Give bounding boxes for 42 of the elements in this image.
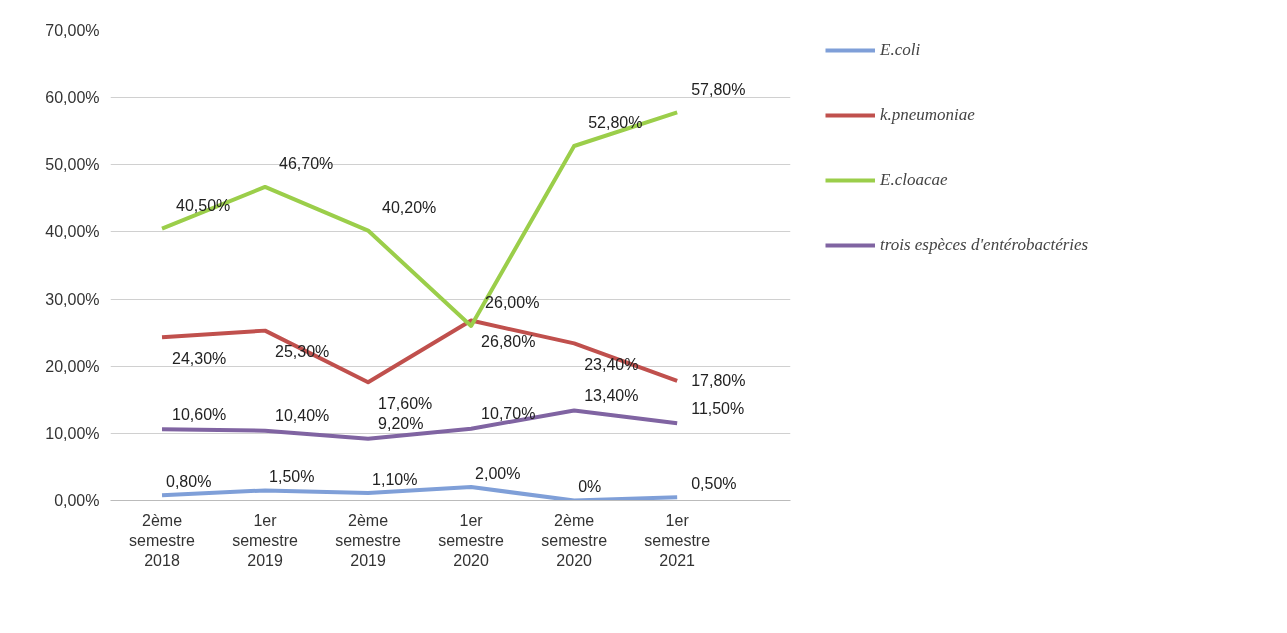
data-label: 57,80% (691, 80, 746, 98)
y-tick-label: 40,00% (45, 223, 100, 241)
x-tick-label: 1er semestre 2021 (644, 511, 711, 570)
data-label: 11,50% (691, 399, 745, 417)
data-label: 0% (578, 478, 602, 495)
data-label: 10,40% (275, 407, 330, 425)
data-label: 0,80% (166, 472, 212, 490)
data-label: 17,80% (691, 372, 746, 390)
data-label: 9,20% (378, 415, 424, 433)
legend-label: E.coli (880, 40, 921, 60)
data-label: 26,80% (481, 333, 536, 351)
y-tick-label: 60,00% (45, 89, 100, 107)
data-label: 1,50% (269, 467, 315, 485)
y-tick-label: 0,00% (54, 492, 100, 509)
y-tick-label: 10,00% (45, 424, 100, 442)
line-series (160, 318, 680, 385)
line-series (160, 110, 680, 328)
data-label: 10,70% (481, 405, 536, 423)
data-label: 23,40% (584, 355, 639, 373)
y-tick-label: 20,00% (45, 357, 100, 375)
x-tick-label: 2ème semestre 2019 (335, 511, 402, 570)
legend-label: E.cloacae (880, 170, 948, 190)
legend-label: k.pneumoniae (880, 105, 975, 125)
y-tick-label: 30,00% (45, 290, 100, 308)
data-label: 2,00% (475, 464, 521, 482)
data-label: 40,20% (382, 199, 437, 217)
x-tick-label: 2ème semestre 2018 (129, 511, 196, 570)
y-tick-label: 70,00% (45, 22, 100, 39)
data-label: 13,40% (584, 387, 639, 405)
data-label: 10,60% (172, 405, 227, 423)
data-label: 46,70% (279, 155, 334, 173)
data-label: 26,00% (485, 294, 540, 312)
x-tick-label: 1er semestre 2020 (438, 511, 505, 570)
data-label: 1,10% (372, 470, 418, 488)
data-label: 52,80% (588, 114, 643, 132)
y-tick-label: 50,00% (45, 156, 100, 174)
data-label: 17,60% (378, 394, 433, 412)
data-label: 0,50% (691, 474, 737, 492)
x-tick-label: 2ème semestre 2020 (541, 511, 608, 570)
legend-label: trois espèces d'entérobactéries (880, 235, 1089, 255)
x-tick-label: 1er semestre 2019 (232, 511, 299, 570)
data-label: 24,30% (172, 349, 227, 367)
